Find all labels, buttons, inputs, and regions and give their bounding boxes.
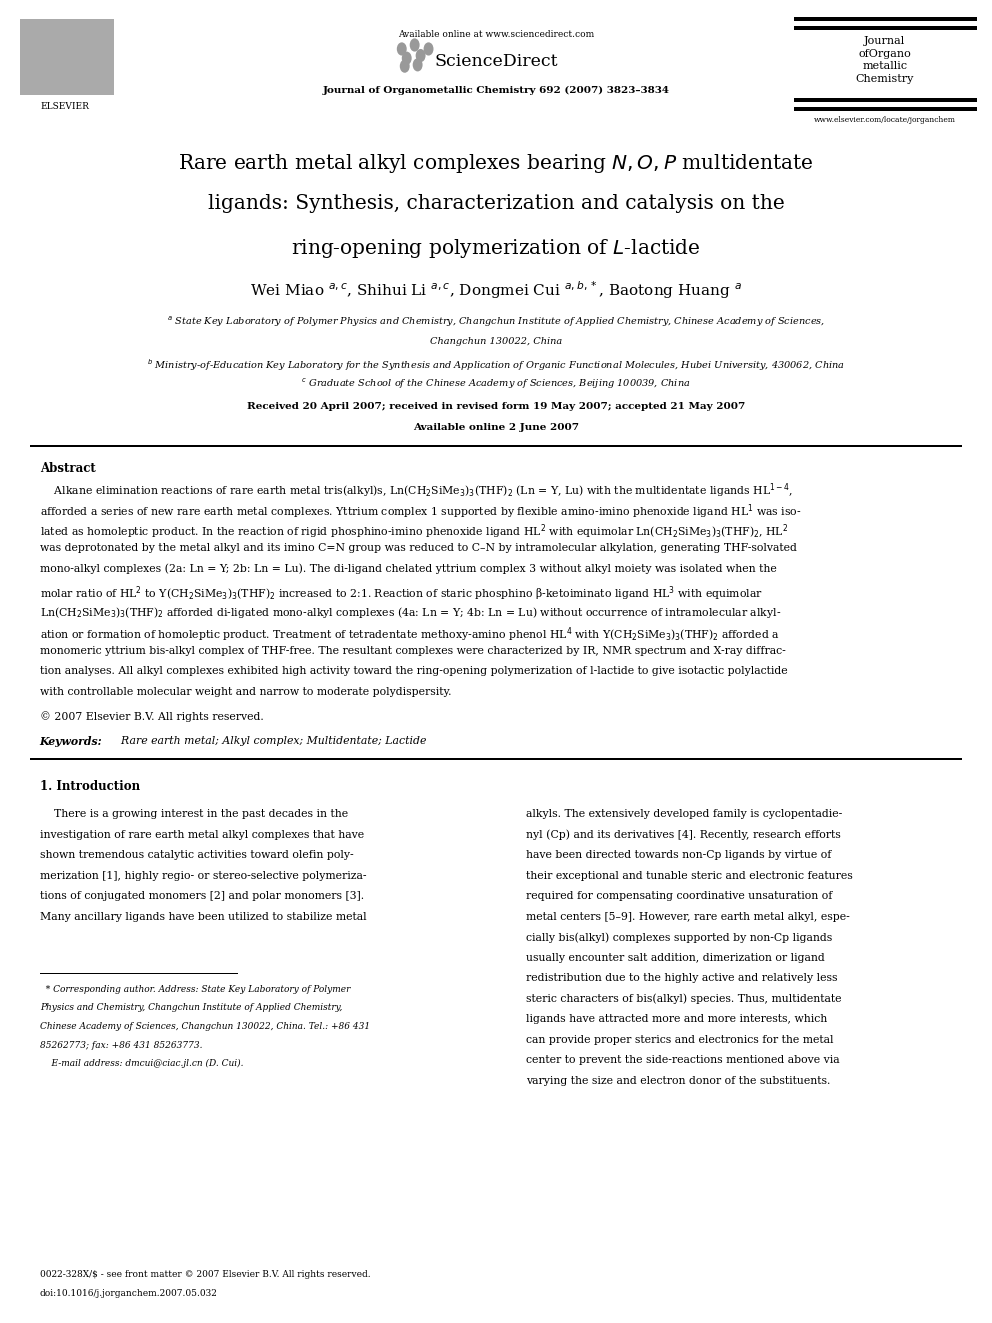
Text: E-mail address: dmcui@ciac.jl.cn (D. Cui).: E-mail address: dmcui@ciac.jl.cn (D. Cui… <box>40 1058 243 1068</box>
Text: Physics and Chemistry, Changchun Institute of Applied Chemistry,: Physics and Chemistry, Changchun Institu… <box>40 1003 342 1012</box>
Bar <box>30 758 962 759</box>
Text: Changchun 130022, China: Changchun 130022, China <box>430 337 562 347</box>
Text: lated as homoleptic product. In the reaction of rigid phosphino-imino phenoxide : lated as homoleptic product. In the reac… <box>40 523 788 541</box>
Text: have been directed towards non-Cp ligands by virtue of: have been directed towards non-Cp ligand… <box>526 851 831 860</box>
Bar <box>20 19 114 95</box>
Text: $^{c}$ Graduate School of the Chinese Academy of Sciences, Beijing 100039, China: $^{c}$ Graduate School of the Chinese Ac… <box>302 377 690 392</box>
Text: nyl (Cp) and its derivatives [4]. Recently, research efforts: nyl (Cp) and its derivatives [4]. Recent… <box>526 830 840 840</box>
Circle shape <box>397 42 407 56</box>
Text: tions of conjugated monomers [2] and polar monomers [3].: tions of conjugated monomers [2] and pol… <box>40 892 364 901</box>
Text: Rare earth metal alkyl complexes bearing $\mathit{N,O,P}$ multidentate: Rare earth metal alkyl complexes bearing… <box>179 152 813 175</box>
Text: was deprotonated by the metal alkyl and its imino C=N group was reduced to C–N b: was deprotonated by the metal alkyl and … <box>40 542 797 553</box>
Text: $^{b}$ Ministry-of-Education Key Laboratory for the Synthesis and Application of: $^{b}$ Ministry-of-Education Key Laborat… <box>147 357 845 373</box>
Text: with controllable molecular weight and narrow to moderate polydispersity.: with controllable molecular weight and n… <box>40 687 451 697</box>
Text: afforded a series of new rare earth metal complexes. Yttrium complex 1 supported: afforded a series of new rare earth meta… <box>40 501 802 521</box>
Text: ScienceDirect: ScienceDirect <box>434 53 558 70</box>
Text: Journal
ofOrgano
metallic
Chemistry: Journal ofOrgano metallic Chemistry <box>856 36 914 85</box>
Text: molar ratio of HL$^2$ to Y(CH$_2$SiMe$_3$)$_3$(THF)$_2$ increased to 2:1. Reacti: molar ratio of HL$^2$ to Y(CH$_2$SiMe$_3… <box>40 585 763 603</box>
Text: 85262773; fax: +86 431 85263773.: 85262773; fax: +86 431 85263773. <box>40 1040 202 1049</box>
Text: Abstract: Abstract <box>40 462 95 475</box>
Bar <box>794 98 977 102</box>
Text: shown tremendous catalytic activities toward olefin poly-: shown tremendous catalytic activities to… <box>40 851 353 860</box>
Text: 0022-328X/$ - see front matter © 2007 Elsevier B.V. All rights reserved.: 0022-328X/$ - see front matter © 2007 El… <box>40 1270 370 1279</box>
Text: their exceptional and tunable steric and electronic features: their exceptional and tunable steric and… <box>526 871 852 881</box>
Text: Available online at www.sciencedirect.com: Available online at www.sciencedirect.co… <box>398 30 594 40</box>
Text: © 2007 Elsevier B.V. All rights reserved.: © 2007 Elsevier B.V. All rights reserved… <box>40 712 264 722</box>
Bar <box>794 107 977 111</box>
Text: Alkane elimination reactions of rare earth metal tris(alkyl)s, Ln(CH$_2$SiMe$_3$: Alkane elimination reactions of rare ear… <box>40 482 793 500</box>
Text: Many ancillary ligands have been utilized to stabilize metal: Many ancillary ligands have been utilize… <box>40 912 366 922</box>
Text: required for compensating coordinative unsaturation of: required for compensating coordinative u… <box>526 892 832 901</box>
Text: Available online 2 June 2007: Available online 2 June 2007 <box>413 423 579 433</box>
Text: investigation of rare earth metal alkyl complexes that have: investigation of rare earth metal alkyl … <box>40 830 364 840</box>
Text: Chinese Academy of Sciences, Changchun 130022, China. Tel.: +86 431: Chinese Academy of Sciences, Changchun 1… <box>40 1021 370 1031</box>
Text: mono-alkyl complexes (2a: Ln = Y; 2b: Ln = Lu). The di-ligand chelated yttrium c: mono-alkyl complexes (2a: Ln = Y; 2b: Ln… <box>40 564 777 574</box>
Circle shape <box>410 38 420 52</box>
Text: ligands have attracted more and more interests, which: ligands have attracted more and more int… <box>526 1015 827 1024</box>
Text: alkyls. The extensively developed family is cyclopentadie-: alkyls. The extensively developed family… <box>526 810 842 819</box>
Text: ring-opening polymerization of $\mathit{L}$-lactide: ring-opening polymerization of $\mathit{… <box>292 237 700 259</box>
Text: merization [1], highly regio- or stereo-selective polymeriza-: merization [1], highly regio- or stereo-… <box>40 871 366 881</box>
Text: Journal of Organometallic Chemistry 692 (2007) 3823–3834: Journal of Organometallic Chemistry 692 … <box>322 86 670 95</box>
Text: redistribution due to the highly active and relatively less: redistribution due to the highly active … <box>526 974 837 983</box>
Text: Wei Miao $^{a,c}$, Shihui Li $^{a,c}$, Dongmei Cui $^{a,b,*}$, Baotong Huang $^{: Wei Miao $^{a,c}$, Shihui Li $^{a,c}$, D… <box>250 279 742 300</box>
Text: tion analyses. All alkyl complexes exhibited high activity toward the ring-openi: tion analyses. All alkyl complexes exhib… <box>40 665 788 676</box>
Bar <box>794 17 977 21</box>
Text: monomeric yttrium bis-alkyl complex of THF-free. The resultant complexes were ch: monomeric yttrium bis-alkyl complex of T… <box>40 646 786 656</box>
Bar <box>30 445 962 447</box>
Circle shape <box>424 42 434 56</box>
Text: Rare earth metal; Alkyl complex; Multidentate; Lactide: Rare earth metal; Alkyl complex; Multide… <box>114 736 427 746</box>
Text: center to prevent the side-reactions mentioned above via: center to prevent the side-reactions men… <box>526 1056 839 1065</box>
Circle shape <box>413 58 423 71</box>
Text: usually encounter salt addition, dimerization or ligand: usually encounter salt addition, dimeriz… <box>526 953 824 963</box>
Circle shape <box>400 60 410 73</box>
Text: ligands: Synthesis, characterization and catalysis on the: ligands: Synthesis, characterization and… <box>207 194 785 213</box>
Bar <box>794 26 977 30</box>
Text: $^{a}$ State Key Laboratory of Polymer Physics and Chemistry, Changchun Institut: $^{a}$ State Key Laboratory of Polymer P… <box>167 315 825 329</box>
Text: cially bis(alkyl) complexes supported by non-Cp ligands: cially bis(alkyl) complexes supported by… <box>526 931 832 942</box>
Text: Ln(CH$_2$SiMe$_3$)$_3$(THF)$_2$ afforded di-ligated mono-alkyl complexes (4a: Ln: Ln(CH$_2$SiMe$_3$)$_3$(THF)$_2$ afforded… <box>40 605 781 619</box>
Text: www.elsevier.com/locate/jorganchem: www.elsevier.com/locate/jorganchem <box>813 116 956 124</box>
Text: metal centers [5–9]. However, rare earth metal alkyl, espe-: metal centers [5–9]. However, rare earth… <box>526 912 849 922</box>
Circle shape <box>402 52 412 65</box>
Text: Keywords:: Keywords: <box>40 736 102 747</box>
Text: 1. Introduction: 1. Introduction <box>40 779 140 792</box>
Text: Received 20 April 2007; received in revised form 19 May 2007; accepted 21 May 20: Received 20 April 2007; received in revi… <box>247 402 745 411</box>
Text: can provide proper sterics and electronics for the metal: can provide proper sterics and electroni… <box>526 1035 833 1045</box>
Text: ELSEVIER: ELSEVIER <box>40 102 89 111</box>
Text: doi:10.1016/j.jorganchem.2007.05.032: doi:10.1016/j.jorganchem.2007.05.032 <box>40 1289 217 1298</box>
Circle shape <box>416 49 426 62</box>
Text: steric characters of bis(alkyl) species. Thus, multidentate: steric characters of bis(alkyl) species.… <box>526 994 841 1004</box>
Text: ation or formation of homoleptic product. Treatment of tetradentate methoxy-amin: ation or formation of homoleptic product… <box>40 626 780 644</box>
Text: There is a growing interest in the past decades in the: There is a growing interest in the past … <box>40 810 348 819</box>
Text: varying the size and electron donor of the substituents.: varying the size and electron donor of t… <box>526 1076 830 1086</box>
Text: * Corresponding author. Address: State Key Laboratory of Polymer: * Corresponding author. Address: State K… <box>40 984 350 994</box>
